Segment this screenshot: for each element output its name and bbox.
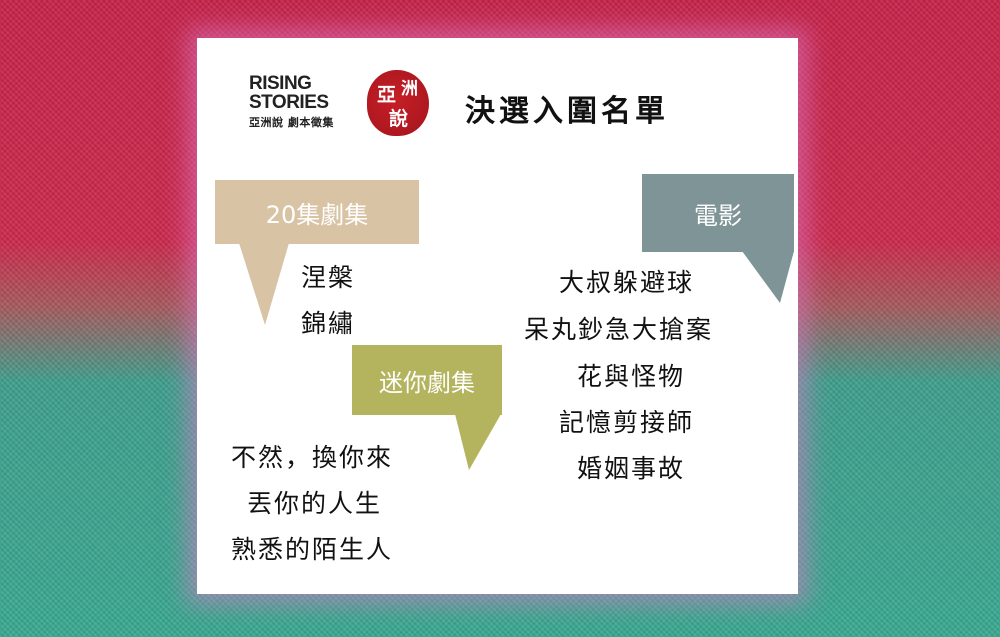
finalist-card: RISING STORIES 亞洲說 劇本徵集 亞 洲 說 決選入圍名單 20集… <box>197 38 798 594</box>
category-label-series20: 20集劇集 <box>215 180 419 244</box>
bubble-tail-series20 <box>239 243 289 325</box>
logo-line-1: RISING <box>249 73 312 94</box>
seal-char-1: 亞 <box>377 84 397 106</box>
film-item-5: 婚姻事故 <box>577 454 686 483</box>
film-item-4: 記憶剪接師 <box>559 408 695 437</box>
page-title: 決選入圍名單 <box>465 94 669 129</box>
series20-item-1: 涅槃 <box>301 263 356 292</box>
seal-char-3: 說 <box>389 108 409 130</box>
mini-item-3: 熟悉的陌生人 <box>231 535 394 564</box>
bubble-tail-film <box>742 251 794 303</box>
logo-subtitle: 亞洲說 劇本徵集 <box>249 116 334 129</box>
film-item-3: 花與怪物 <box>577 362 686 391</box>
series20-item-2: 錦繡 <box>301 309 356 338</box>
category-bubble-series20: 20集劇集 <box>215 180 419 244</box>
mini-item-1: 不然，換你來 <box>231 443 394 472</box>
category-bubble-film: 電影 <box>642 174 794 252</box>
film-item-2: 呆丸鈔急大搶案 <box>524 315 714 344</box>
mini-item-2: 丟你的人生 <box>247 489 383 518</box>
logo-line-2: STORIES <box>249 92 329 113</box>
category-label-mini: 迷你劇集 <box>352 345 502 415</box>
category-bubble-mini: 迷你劇集 <box>352 345 502 415</box>
bubble-tail-mini <box>455 414 501 470</box>
seal-logo: 亞 洲 說 <box>367 70 429 136</box>
film-item-1: 大叔躲避球 <box>559 268 695 297</box>
seal-char-2: 洲 <box>401 79 418 99</box>
category-label-film: 電影 <box>642 174 794 252</box>
rising-stories-logo: RISING STORIES 亞洲說 劇本徵集 <box>249 74 364 130</box>
